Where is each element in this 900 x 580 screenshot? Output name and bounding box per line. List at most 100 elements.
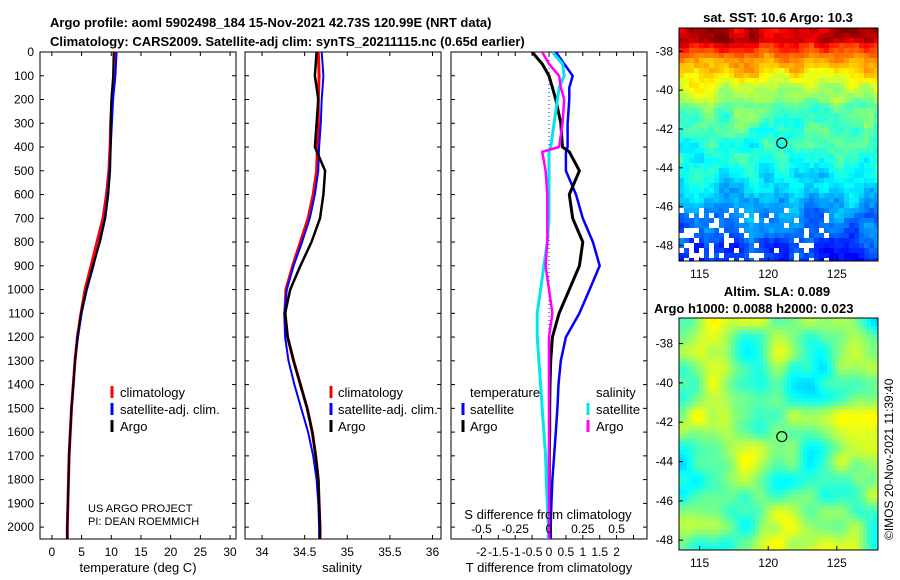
sst-cell	[739, 63, 745, 69]
sst-cell	[734, 208, 740, 214]
sla-cell	[859, 318, 864, 323]
sla-cell	[791, 410, 796, 415]
sla-cell	[831, 374, 836, 379]
sst-cell	[804, 128, 810, 134]
sla-cell	[683, 338, 688, 343]
sst-cell	[684, 183, 690, 189]
sst-cell	[709, 198, 715, 204]
sla-cell	[851, 538, 856, 543]
sla-cell	[799, 362, 804, 367]
sst-cell	[729, 173, 735, 179]
sla-cell	[699, 534, 704, 539]
sla-cell	[703, 506, 708, 511]
sla-cell	[763, 426, 768, 431]
sst-cell	[749, 133, 755, 139]
sla-cell	[859, 538, 864, 543]
sst-cell	[739, 208, 745, 214]
sla-cell	[847, 466, 852, 471]
sla-cell	[771, 326, 776, 331]
sla-cell	[851, 330, 856, 335]
sst-cell	[714, 223, 720, 229]
sst-cell	[869, 118, 875, 124]
sla-cell	[819, 362, 824, 367]
sla-cell	[831, 378, 836, 383]
sla-cell	[683, 470, 688, 475]
sla-cell	[855, 494, 860, 499]
sla-cell	[831, 398, 836, 403]
sst-cell	[829, 193, 835, 199]
sst-cell	[754, 78, 760, 84]
sst-cell	[699, 48, 705, 54]
sla-cell	[823, 342, 828, 347]
sst-cell	[834, 88, 840, 94]
sla-cell	[831, 418, 836, 423]
sla-cell	[831, 326, 836, 331]
sst-cell	[784, 103, 790, 109]
sst-cell	[829, 258, 835, 261]
sla-cell	[767, 414, 772, 419]
sla-cell	[687, 498, 692, 503]
sla-cell	[751, 342, 756, 347]
sla-cell	[863, 322, 868, 327]
y-tick-label: 500	[14, 164, 34, 178]
sla-cell	[795, 514, 800, 519]
sla-cell	[859, 382, 864, 387]
sla-cell	[763, 402, 768, 407]
sla-cell	[691, 418, 696, 423]
sla-cell	[827, 510, 832, 515]
sst-cell	[769, 88, 775, 94]
sst-cell	[694, 173, 700, 179]
sla-cell	[851, 354, 856, 359]
sla-cell	[739, 518, 744, 523]
sla-cell	[699, 418, 704, 423]
sla-cell	[695, 538, 700, 543]
sla-cell	[783, 394, 788, 399]
sst-cell	[734, 198, 740, 204]
sla-cell	[751, 390, 756, 395]
sst-cell	[794, 238, 800, 244]
sla-cell	[863, 410, 868, 415]
sla-cell	[791, 354, 796, 359]
sst-cell	[739, 233, 745, 239]
sla-cell	[859, 362, 864, 367]
sla-cell	[827, 322, 832, 327]
sla-cell	[711, 438, 716, 443]
sst-cell	[874, 148, 878, 154]
sla-cell	[831, 442, 836, 447]
sst-cell	[829, 33, 835, 39]
sst-cell	[794, 183, 800, 189]
sla-cell	[695, 378, 700, 383]
sla-cell	[823, 318, 828, 323]
sst-cell	[839, 208, 845, 214]
sla-cell	[691, 338, 696, 343]
sst-cell	[679, 238, 685, 244]
sst-cell	[854, 213, 860, 219]
sst-cell	[729, 253, 735, 259]
sst-cell	[684, 83, 690, 89]
sst-cell	[749, 78, 755, 84]
sst-cell	[799, 143, 805, 149]
sla-cell	[819, 454, 824, 459]
sst-cell	[859, 238, 865, 244]
sla-cell	[787, 530, 792, 535]
sst-cell	[754, 218, 760, 224]
sst-cell	[859, 243, 865, 249]
sst-cell	[849, 163, 855, 169]
sla-cell	[747, 490, 752, 495]
sla-cell	[687, 542, 692, 547]
sla-cell	[867, 418, 872, 423]
sst-cell	[699, 98, 705, 104]
sla-cell	[855, 490, 860, 495]
sla-cell	[831, 462, 836, 467]
sst-cell	[684, 88, 690, 94]
sla-cell	[851, 450, 856, 455]
sla-cell	[803, 390, 808, 395]
sla-cell	[787, 426, 792, 431]
sst-cell	[799, 43, 805, 49]
sst-cell	[709, 223, 715, 229]
sla-cell	[743, 382, 748, 387]
sla-cell	[703, 318, 708, 323]
sla-cell	[815, 330, 820, 335]
sst-cell	[799, 243, 805, 249]
sla-cell	[691, 490, 696, 495]
